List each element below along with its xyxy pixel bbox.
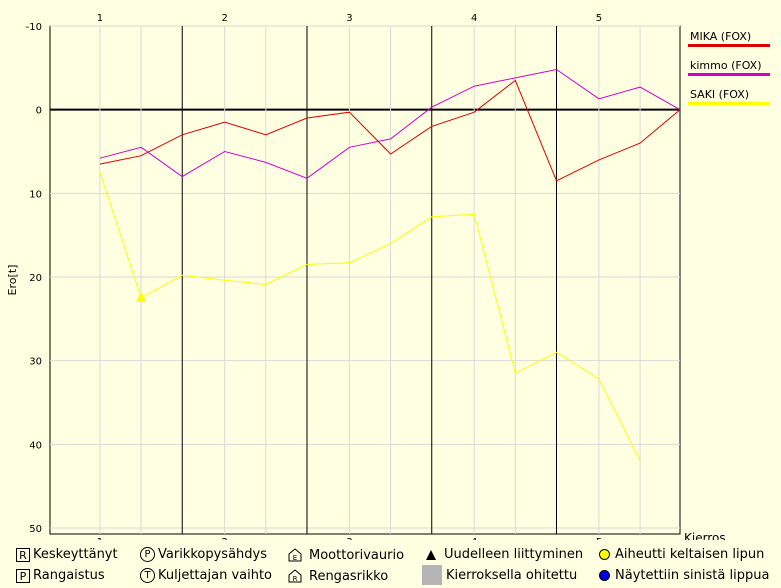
y-tick-label: -10 bbox=[26, 22, 42, 33]
footer-item-moottorivaurio: E Moottorivaurio bbox=[287, 547, 404, 563]
penalty-icon: P bbox=[16, 568, 30, 583]
x-axis-label: Kierros bbox=[684, 531, 726, 540]
x-tick-label-top: 5 bbox=[596, 13, 602, 24]
legend-label: SAKI (FOX) bbox=[690, 88, 750, 101]
retired-icon: R bbox=[16, 547, 30, 562]
y-axis-label: Ero[t] bbox=[6, 265, 19, 296]
x-tick-label-bottom: 1 bbox=[97, 537, 103, 540]
tyre-puncture-letter: R bbox=[293, 575, 298, 583]
tyre-puncture-icon: R bbox=[288, 569, 302, 583]
rejoin-triangle-icon bbox=[426, 549, 436, 560]
series-line-2 bbox=[99, 172, 641, 462]
footer-item-rengasrikko: R Rengasrikko bbox=[287, 568, 388, 584]
x-tick-label-bottom: 5 bbox=[596, 537, 602, 540]
footer-item-rangaistus: P Rangaistus bbox=[16, 568, 105, 583]
legend-label: MIKA (FOX) bbox=[690, 30, 752, 43]
y-tick-label: 0 bbox=[36, 106, 42, 117]
y-tick-label: 30 bbox=[29, 357, 42, 368]
engine-failure-letter: E bbox=[293, 554, 297, 562]
lapped-gray-icon bbox=[422, 565, 442, 585]
footer-label: Varikkopysähdys bbox=[158, 547, 267, 562]
footer-item-kierroksella-ohitettu: Kierroksella ohitettu bbox=[422, 565, 577, 585]
series-lines bbox=[99, 68, 681, 462]
footer-label: Uudelleen liittyminen bbox=[444, 547, 584, 562]
y-tick-label: 40 bbox=[29, 440, 42, 451]
plot-area bbox=[49, 25, 681, 535]
x-tick-label-top: 1 bbox=[97, 13, 103, 24]
footer-label: Kierroksella ohitettu bbox=[446, 567, 578, 583]
legend-swatch bbox=[688, 44, 770, 47]
yellow-flag-dot-icon bbox=[599, 549, 610, 560]
race-gap-chart: -10 0 10 20 30 40 50 1 1 2 2 3 3 4 4 5 5 Ero[t] Kierros bbox=[6, 13, 726, 540]
y-tick-label: 20 bbox=[29, 273, 42, 284]
rejoin-marker bbox=[136, 291, 147, 302]
y-tick-label: 50 bbox=[29, 524, 42, 535]
footer-label: Kuljettajan vaihto bbox=[158, 568, 273, 583]
legend-swatch bbox=[688, 102, 770, 105]
engine-failure-icon: E bbox=[288, 548, 302, 562]
legend-label: kimmo (FOX) bbox=[690, 59, 762, 72]
x-tick-label-top: 4 bbox=[471, 13, 477, 24]
x-tick-label-bottom: 2 bbox=[221, 537, 227, 540]
footer-item-keltainen-lippu: Aiheutti keltaisen lipun bbox=[599, 547, 764, 562]
footer-label: Näytettiin sinistä lippua bbox=[615, 568, 770, 583]
driver-change-icon: T bbox=[140, 568, 155, 583]
footer-label: Rangaistus bbox=[33, 568, 105, 583]
series-line-0 bbox=[99, 79, 681, 182]
pitstop-icon: P bbox=[140, 547, 155, 562]
axis-ticks: -10 0 10 20 30 40 50 1 1 2 2 3 3 4 4 5 5 bbox=[26, 13, 602, 540]
grid bbox=[50, 25, 680, 534]
x-tick-label-bottom: 3 bbox=[346, 537, 352, 540]
footer-label: Moottorivaurio bbox=[309, 547, 405, 563]
footer-label: Rengasrikko bbox=[309, 568, 389, 584]
footer-label: Keskeyttänyt bbox=[33, 547, 118, 562]
footer-item-keskeyttanyt: R Keskeyttänyt bbox=[16, 547, 118, 562]
footer-item-varikkopysahdys: P Varikkopysähdys bbox=[140, 547, 267, 562]
footer-item-sininen-lippu: Näytettiin sinistä lippua bbox=[599, 568, 769, 583]
footer-label: Aiheutti keltaisen lipun bbox=[615, 547, 765, 562]
x-tick-label-bottom: 4 bbox=[471, 537, 477, 540]
x-tick-label-top: 3 bbox=[346, 13, 352, 24]
legend-swatch bbox=[688, 73, 770, 76]
footer-item-uudelleen-liittyminen: Uudelleen liittyminen bbox=[424, 547, 583, 562]
y-tick-label: 10 bbox=[29, 189, 42, 200]
x-tick-label-top: 2 bbox=[221, 13, 227, 24]
series-line-1 bbox=[99, 68, 681, 179]
blue-flag-dot-icon bbox=[599, 570, 610, 581]
footer-item-kuljettajan-vaihto: T Kuljettajan vaihto bbox=[140, 568, 272, 583]
